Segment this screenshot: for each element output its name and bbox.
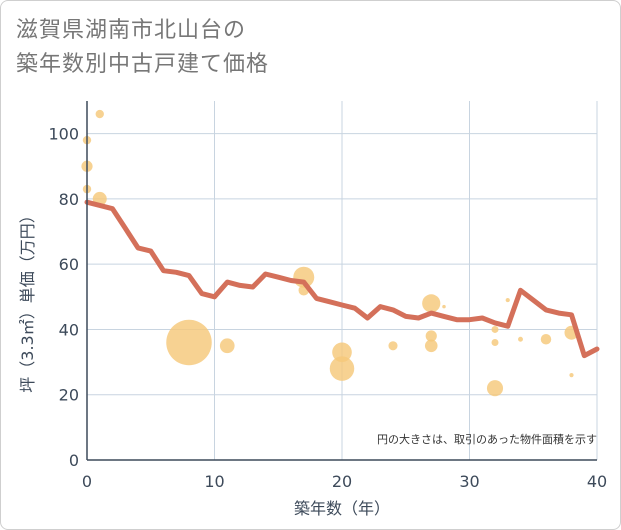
bubble-size-note: 円の大きさは、取引のあった物件面積を示す (377, 432, 597, 446)
data-bubble (486, 380, 504, 397)
bubble-series (81, 109, 579, 397)
chart-title-line-1: 滋賀県湖南市北山台の (16, 18, 247, 43)
y-tick-label: 60 (59, 255, 79, 274)
trend-line-series (84, 199, 600, 359)
data-bubble (442, 304, 446, 309)
data-bubble (569, 373, 574, 378)
data-bubble (425, 330, 437, 342)
y-tick-label: 80 (59, 190, 79, 209)
data-bubble (424, 339, 438, 353)
x-tick-label: 0 (82, 472, 92, 491)
data-bubble (491, 325, 499, 333)
data-bubble (332, 342, 352, 363)
data-bubble (388, 341, 398, 351)
chart-title-line-2: 築年数別中古戸建て価格 (16, 52, 270, 77)
data-bubble (491, 339, 499, 347)
axes: 0 20 40 60 80 100 0 10 20 30 40 (48, 101, 607, 491)
average-price-line (84, 199, 600, 359)
data-bubble (518, 336, 523, 342)
y-tick-label: 100 (48, 125, 79, 144)
x-tick-label: 30 (459, 472, 479, 491)
y-tick-label: 40 (59, 320, 79, 339)
chart-title: 滋賀県湖南市北山台の 築年数別中古戸建て価格 (16, 14, 269, 82)
data-bubble (219, 338, 235, 354)
x-axis-label: 築年数（年） (294, 499, 390, 518)
data-bubble (540, 333, 552, 345)
data-bubble (329, 356, 355, 381)
data-bubble (505, 297, 510, 303)
data-bubble (95, 109, 104, 119)
x-tick-label: 40 (587, 472, 607, 491)
data-bubble (166, 319, 212, 366)
y-tick-label: 0 (69, 451, 79, 470)
grid-lines (87, 101, 598, 460)
x-tick-label: 10 (204, 472, 224, 491)
data-bubble (422, 294, 441, 313)
y-axis-label: 坪（3.3㎡）単価（万円） (18, 207, 37, 392)
y-tick-label: 20 (59, 386, 79, 405)
x-tick-label: 20 (332, 472, 352, 491)
